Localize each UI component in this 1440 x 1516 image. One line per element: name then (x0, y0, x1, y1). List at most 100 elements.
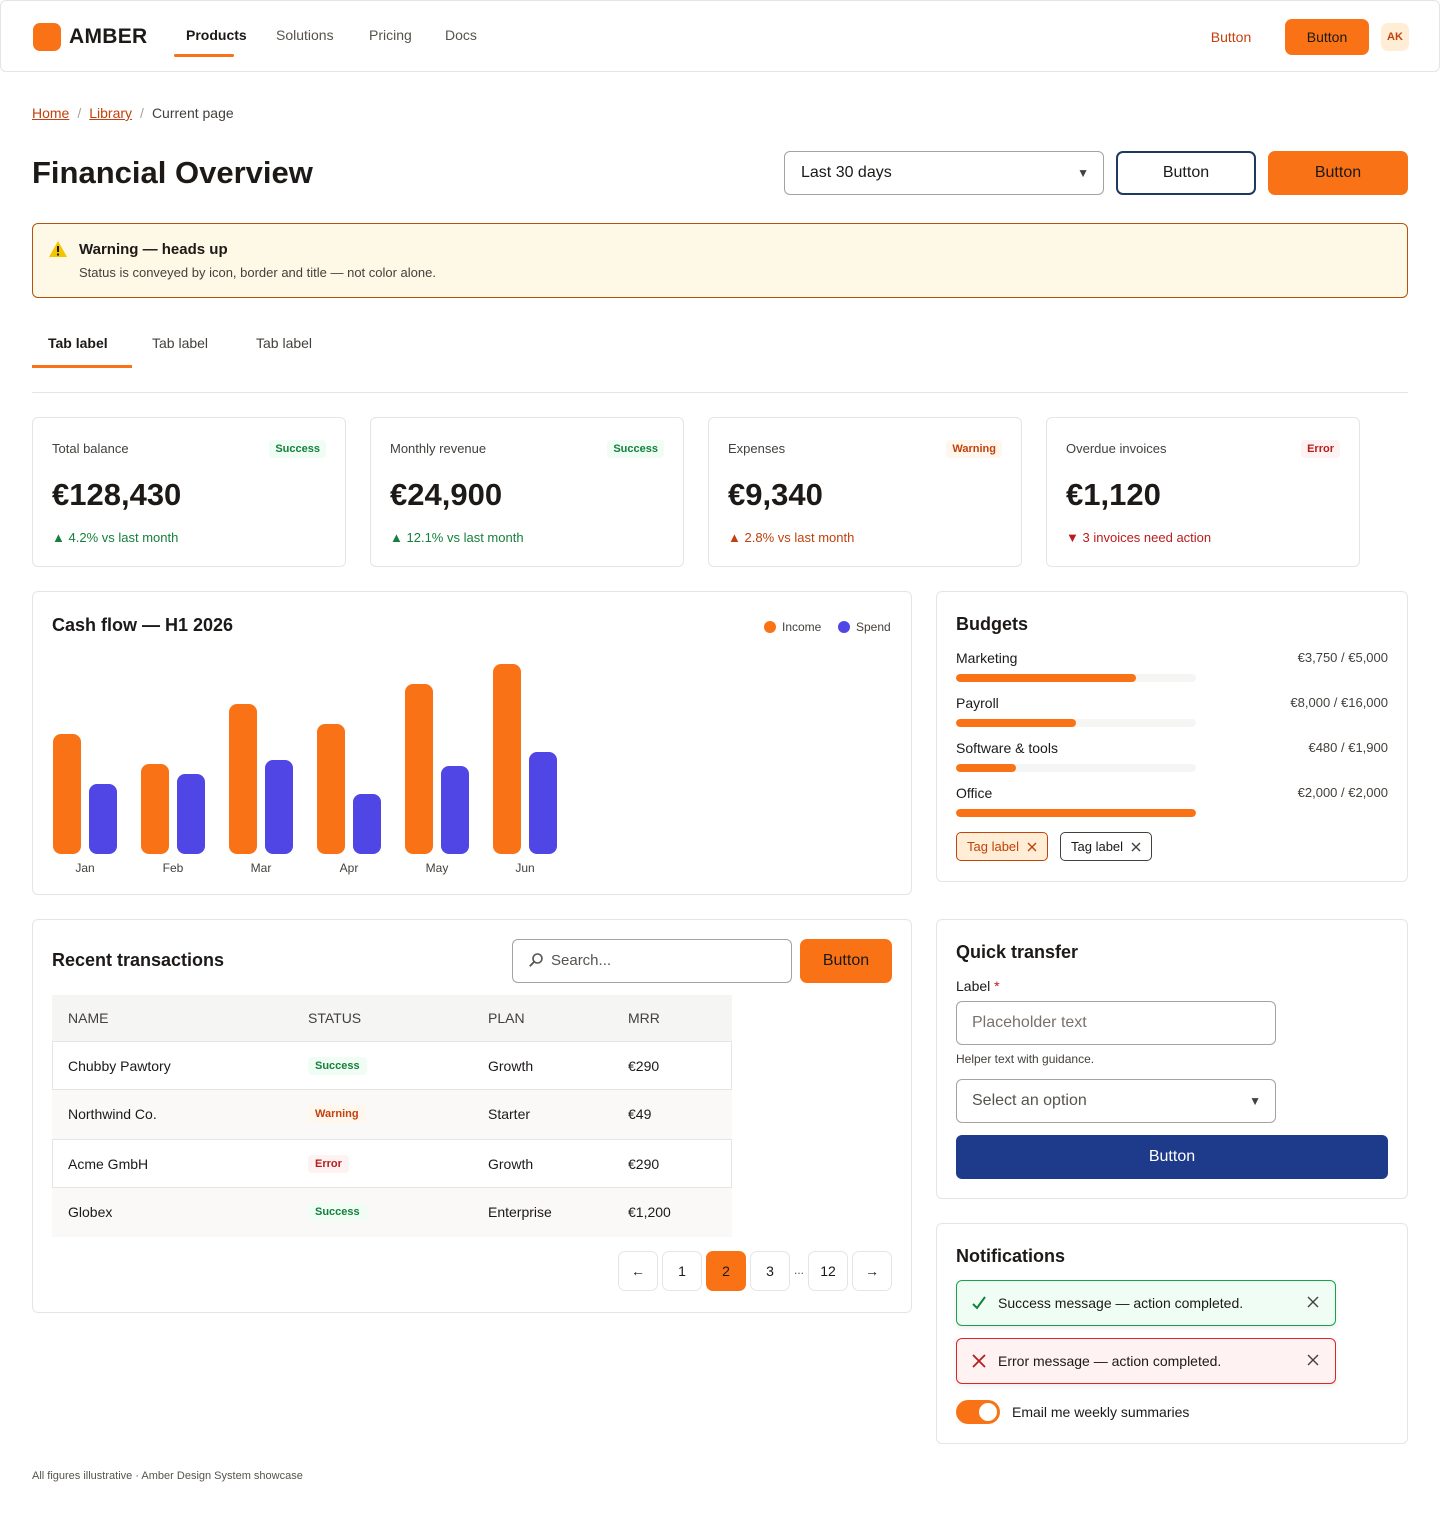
transactions-card: Recent transactions Search... Button Nam… (32, 919, 912, 1313)
notifications-card: Notifications Success message — action c… (936, 1223, 1408, 1444)
nav-item-solutions[interactable]: Solutions (276, 27, 334, 43)
date-range-value: Last 30 days (801, 164, 892, 181)
pagination-page-button[interactable]: 3 (750, 1251, 790, 1291)
x-tick-label: Feb (163, 861, 184, 875)
cell-name: Chubby Pawtory (68, 1058, 171, 1074)
pagination-prev-button[interactable]: ← (618, 1251, 658, 1291)
table-header: Name Status Plan MRR (52, 995, 732, 1041)
table-row[interactable]: Globex Success Enterprise €1,200 (52, 1188, 732, 1237)
budget-progress-track (956, 719, 1196, 727)
tab-3[interactable]: Tab label (256, 335, 313, 351)
transactions-title: Recent transactions (52, 950, 225, 970)
budget-amount: €3,750 / €5,000 (1297, 650, 1388, 665)
toggle-label: Email me weekly summaries (1012, 1404, 1190, 1420)
alert-body: Status is conveyed by icon, border and t… (79, 265, 436, 280)
legend-spend: Spend (838, 619, 891, 635)
error-message: Error message — action completed. (998, 1353, 1222, 1369)
pagination-page-button[interactable]: 1 (662, 1251, 702, 1291)
transfer-submit-button[interactable]: Button (956, 1135, 1388, 1179)
transfer-amount-input[interactable]: Placeholder text (956, 1001, 1276, 1045)
bar-income-jun (493, 664, 521, 854)
warning-icon (49, 241, 67, 257)
nav-text-button[interactable]: Button (1210, 29, 1252, 45)
budgets-title: Budgets (956, 614, 1028, 634)
breadcrumb-library-link[interactable]: Library (89, 105, 133, 121)
column-header-plan[interactable]: Plan (488, 1010, 525, 1026)
brand-logo-icon[interactable] (33, 23, 61, 51)
bar-income-may (405, 684, 433, 854)
column-header-mrr[interactable]: MRR (628, 1010, 660, 1026)
budget-amount: €8,000 / €16,000 (1290, 695, 1388, 710)
header-secondary-button[interactable]: Button (1116, 151, 1256, 195)
success-toast: Success message — action completed. (956, 1280, 1336, 1326)
budget-progress-track (956, 809, 1196, 817)
date-range-select[interactable]: Last 30 days ▼ (784, 151, 1104, 195)
search-input[interactable]: Search... (512, 939, 792, 983)
brand-name[interactable]: AMBER (69, 25, 148, 48)
select-placeholder: Select an option (972, 1092, 1087, 1109)
bar-income-feb (141, 764, 169, 854)
weekly-summary-toggle[interactable] (956, 1400, 1000, 1424)
nav-primary-button[interactable]: Button (1285, 19, 1369, 55)
transfer-option-select[interactable]: Select an option ▼ (956, 1079, 1276, 1123)
column-header-status[interactable]: Status (308, 1010, 362, 1026)
budget-amount: €2,000 / €2,000 (1297, 785, 1388, 800)
budgets-card: Budgets Marketing €3,750 / €5,000 Payrol… (936, 591, 1408, 882)
cell-plan: Growth (488, 1156, 534, 1172)
cell-mrr: €290 (628, 1156, 660, 1172)
stat-delta-text: 12.1% vs last month (406, 530, 524, 545)
close-icon[interactable] (1306, 1295, 1320, 1309)
input-placeholder: Placeholder text (972, 1014, 1087, 1031)
pagination-next-button[interactable]: → (852, 1251, 892, 1291)
chevron-down-icon: ▼ (1249, 1094, 1261, 1108)
close-icon[interactable] (1131, 842, 1141, 852)
status-badge: Success (308, 1057, 367, 1075)
stat-label: Monthly revenue (390, 441, 487, 456)
tag-chip[interactable]: Tag label (1060, 832, 1153, 861)
trend-down-icon: ▼ (1066, 530, 1079, 545)
breadcrumb-separator: / (77, 105, 82, 121)
close-icon[interactable] (1027, 842, 1037, 852)
breadcrumb-home-link[interactable]: Home (32, 105, 70, 121)
tag-chip[interactable]: Tag label (956, 832, 1049, 861)
toggle-knob (979, 1403, 997, 1421)
trend-up-icon: ▲ (728, 530, 741, 545)
column-header-name[interactable]: Name (68, 1010, 109, 1026)
table-row[interactable]: Acme GmbH Error Growth €290 (52, 1139, 732, 1188)
stat-delta: ▲ 2.8% vs last month (728, 529, 854, 547)
stat-value: €1,120 (1066, 477, 1161, 512)
table-row[interactable]: Northwind Co. Warning Starter €49 (52, 1090, 732, 1139)
x-tick-label: Mar (251, 861, 272, 875)
budget-progress-fill (956, 719, 1076, 727)
nav-active-indicator (174, 54, 234, 57)
quick-transfer-title: Quick transfer (956, 942, 1079, 962)
tab-1[interactable]: Tab label (48, 335, 108, 351)
footnote: All figures illustrative · Amber Design … (32, 1470, 303, 1482)
user-avatar[interactable]: AK (1381, 23, 1409, 51)
nav-item-docs[interactable]: Docs (445, 27, 477, 43)
pagination-current-page[interactable]: 2 (706, 1251, 746, 1291)
stat-value: €9,340 (728, 477, 823, 512)
cell-plan: Starter (488, 1106, 531, 1122)
error-x-icon (972, 1354, 986, 1368)
header-primary-button[interactable]: Button (1268, 151, 1408, 195)
stat-label: Overdue invoices (1066, 441, 1167, 456)
tab-2[interactable]: Tab label (152, 335, 209, 351)
tab-active-indicator (32, 365, 132, 368)
notifications-title: Notifications (956, 1246, 1066, 1266)
stat-delta-text: 4.2% vs last month (68, 530, 179, 545)
nav-item-pricing[interactable]: Pricing (369, 27, 412, 43)
cell-name: Globex (68, 1204, 113, 1220)
checkmark-icon (972, 1296, 986, 1310)
table-row[interactable]: Chubby Pawtory Success Growth €290 (52, 1041, 732, 1090)
pagination-page-button[interactable]: 12 (808, 1251, 848, 1291)
chart-title: Cash flow — H1 2026 (52, 615, 234, 635)
transactions-button[interactable]: Button (800, 939, 892, 983)
breadcrumb-separator: / (140, 105, 144, 121)
budget-progress-track (956, 674, 1196, 682)
nav-item-products[interactable]: Products (186, 27, 247, 43)
stat-delta-text: 2.8% vs last month (744, 530, 855, 545)
close-icon[interactable] (1306, 1353, 1320, 1367)
tab-divider (32, 392, 1408, 393)
quick-transfer-card: Quick transfer Label * Placeholder text … (936, 919, 1408, 1199)
